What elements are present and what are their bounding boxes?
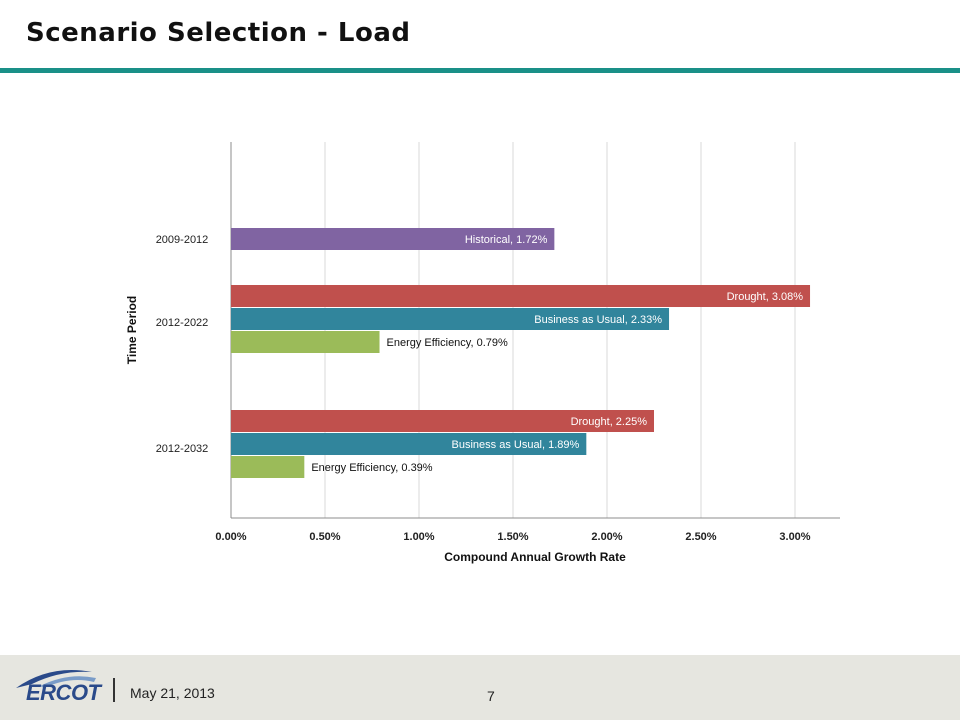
bar [231, 331, 380, 353]
bar-data-label: Historical, 1.72% [465, 234, 548, 246]
bar-data-label: Business as Usual, 2.33% [534, 314, 662, 326]
x-tick-label: 1.50% [497, 531, 528, 543]
y-category-label: 2009-2012 [156, 234, 209, 246]
growth-rate-chart: 0.00% 0.50% 1.00% 1.50% 2.00% 2.50% 3.00% Compo… [125, 142, 840, 564]
y-category-label: 2012-2032 [156, 443, 209, 455]
bar-data-label: Drought, 3.08% [727, 291, 804, 303]
bar [231, 285, 811, 307]
title-rule [0, 68, 960, 73]
x-tick-label: 1.00% [403, 531, 434, 543]
ercot-logo-icon [16, 670, 96, 688]
x-axis-title: Compound Annual Growth Rate [444, 550, 626, 564]
x-tick-label: 3.00% [779, 531, 810, 543]
footer-separator [113, 678, 115, 702]
ercot-logo-text: ERCOT [26, 680, 101, 705]
y-category-label: 2012-2022 [156, 317, 209, 329]
x-tick-label: 2.00% [591, 531, 622, 543]
x-tick-label: 0.00% [215, 531, 246, 543]
bar [231, 308, 670, 330]
page-number: 7 [487, 688, 495, 704]
bar-data-label: Energy Efficiency, 0.79% [387, 337, 508, 349]
footer-bar [0, 655, 960, 720]
x-tick-label: 0.50% [309, 531, 340, 543]
bar-data-label: Business as Usual, 1.89% [452, 439, 580, 451]
y-axis-title: Time Period [125, 296, 139, 364]
bar [231, 228, 555, 250]
footer-date: May 21, 2013 [130, 685, 215, 701]
bar-data-label: Drought, 2.25% [571, 416, 648, 428]
bar-data-label: Energy Efficiency, 0.39% [311, 462, 432, 474]
bar [231, 456, 305, 478]
bar [231, 410, 654, 432]
x-tick-label: 2.50% [685, 531, 716, 543]
slide-title: Scenario Selection - Load [26, 18, 411, 48]
bar [231, 433, 587, 455]
